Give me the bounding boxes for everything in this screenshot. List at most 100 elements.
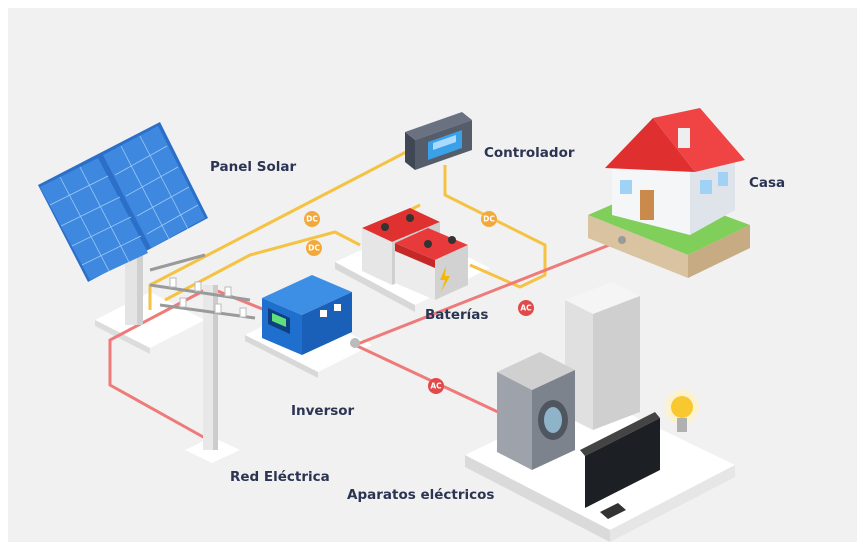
node-label: Inversor <box>291 403 355 419</box>
badges: DC DC DC AC AC <box>304 211 534 394</box>
node-label: Red Eléctrica <box>230 469 330 485</box>
utility-pole-part-part <box>159 303 256 320</box>
controller-part <box>405 132 415 170</box>
ac-wires-part <box>108 288 206 440</box>
house-part <box>588 215 688 278</box>
batteries-part <box>406 214 414 222</box>
dc-badge <box>481 211 497 227</box>
solar-panel-part-part <box>114 145 168 176</box>
solar-panel-part <box>125 245 137 325</box>
solar-panel-part <box>103 126 205 248</box>
appliances-part <box>585 418 660 508</box>
batteries-part <box>362 228 392 285</box>
solar-panel-part-part <box>60 196 121 227</box>
utility-pole-part <box>169 277 247 318</box>
batteries-part <box>362 208 440 242</box>
badge-label: DC <box>306 215 318 224</box>
appliances-part <box>544 407 562 433</box>
solar-panel-part-part <box>49 175 109 206</box>
house-part <box>718 172 728 186</box>
ac-badge <box>518 300 534 316</box>
batteries-part <box>395 243 435 268</box>
appliances-part <box>565 282 640 314</box>
solar-panel-part-part <box>79 166 130 263</box>
ac-wires-part <box>354 343 499 414</box>
house-part <box>678 128 690 148</box>
house-part <box>688 225 750 278</box>
node-label: Baterías <box>425 307 488 323</box>
appliances-part <box>497 352 575 390</box>
solar-panel-part <box>40 158 148 280</box>
inverter-part <box>350 338 360 348</box>
house-part <box>653 108 745 172</box>
solar-panel-part-part <box>59 176 110 272</box>
badge-label: DC <box>483 215 495 224</box>
node-label: Panel Solar <box>210 159 296 175</box>
appliances-part <box>677 418 687 432</box>
batteries-part <box>424 240 432 248</box>
solar-panel-part <box>49 135 199 272</box>
node-label: Controlador <box>484 145 575 161</box>
house-part <box>605 118 695 172</box>
house-part <box>690 150 735 235</box>
badge-label: AC <box>430 382 442 391</box>
controller-part <box>433 135 456 150</box>
node-label: Casa <box>749 175 785 191</box>
batteries-part <box>440 266 450 292</box>
dc-badge <box>304 211 320 227</box>
house-part <box>700 180 712 194</box>
utility-pole-part-part <box>224 286 232 297</box>
inverter <box>262 275 360 355</box>
solar-panel-part-part <box>136 186 190 217</box>
solar-panel <box>38 122 208 325</box>
dc-badge <box>306 240 322 256</box>
badge-label: DC <box>308 244 320 253</box>
utility-pole-part <box>213 285 218 450</box>
ac-wires-part <box>354 238 623 347</box>
platforms-part <box>245 335 318 378</box>
appliances-part <box>671 396 693 418</box>
inverter-part <box>334 304 341 311</box>
utility-pole-part-part <box>149 253 206 272</box>
appliances-part <box>600 503 626 519</box>
inverter-part <box>320 310 327 317</box>
house-part <box>640 190 654 220</box>
house-part <box>620 180 632 194</box>
utility-pole-part-part <box>179 297 187 308</box>
appliances <box>497 282 699 519</box>
platforms-part <box>335 262 415 312</box>
utility-pole-part-part <box>169 277 177 288</box>
house <box>588 108 750 278</box>
utility-pole-part-part <box>214 303 222 314</box>
house-part <box>618 236 626 244</box>
platforms-part <box>610 465 735 542</box>
solar-panel-part-part <box>139 135 189 230</box>
solar-panel-part-part <box>125 166 179 197</box>
solar-panel-part-part <box>120 145 170 240</box>
solar-panel-part-part <box>81 235 142 266</box>
utility-pole-part-part <box>239 307 247 318</box>
ac-badge <box>428 378 444 394</box>
badge-label: AC <box>520 304 532 313</box>
batteries-part <box>381 223 389 231</box>
inverter-part <box>272 313 286 327</box>
inverter-part <box>262 275 352 315</box>
solar-panel-part-part <box>146 204 199 235</box>
appliances-part <box>497 372 532 470</box>
dc-wires-part <box>164 230 361 302</box>
solar-panel-part-part <box>71 216 132 247</box>
utility-pole-part <box>149 253 256 320</box>
appliances-part <box>593 296 640 430</box>
platforms-part <box>465 455 610 542</box>
appliances-part <box>580 412 660 456</box>
node-label: Aparatos eléctricos <box>347 487 494 503</box>
solar-panel-part <box>137 245 143 325</box>
platforms-part <box>95 320 150 354</box>
controller-part <box>405 112 472 140</box>
utility-pole-part-part <box>149 283 251 302</box>
controller <box>405 112 472 170</box>
utility-pole-part-part <box>194 281 202 292</box>
utility-pole <box>149 253 256 450</box>
